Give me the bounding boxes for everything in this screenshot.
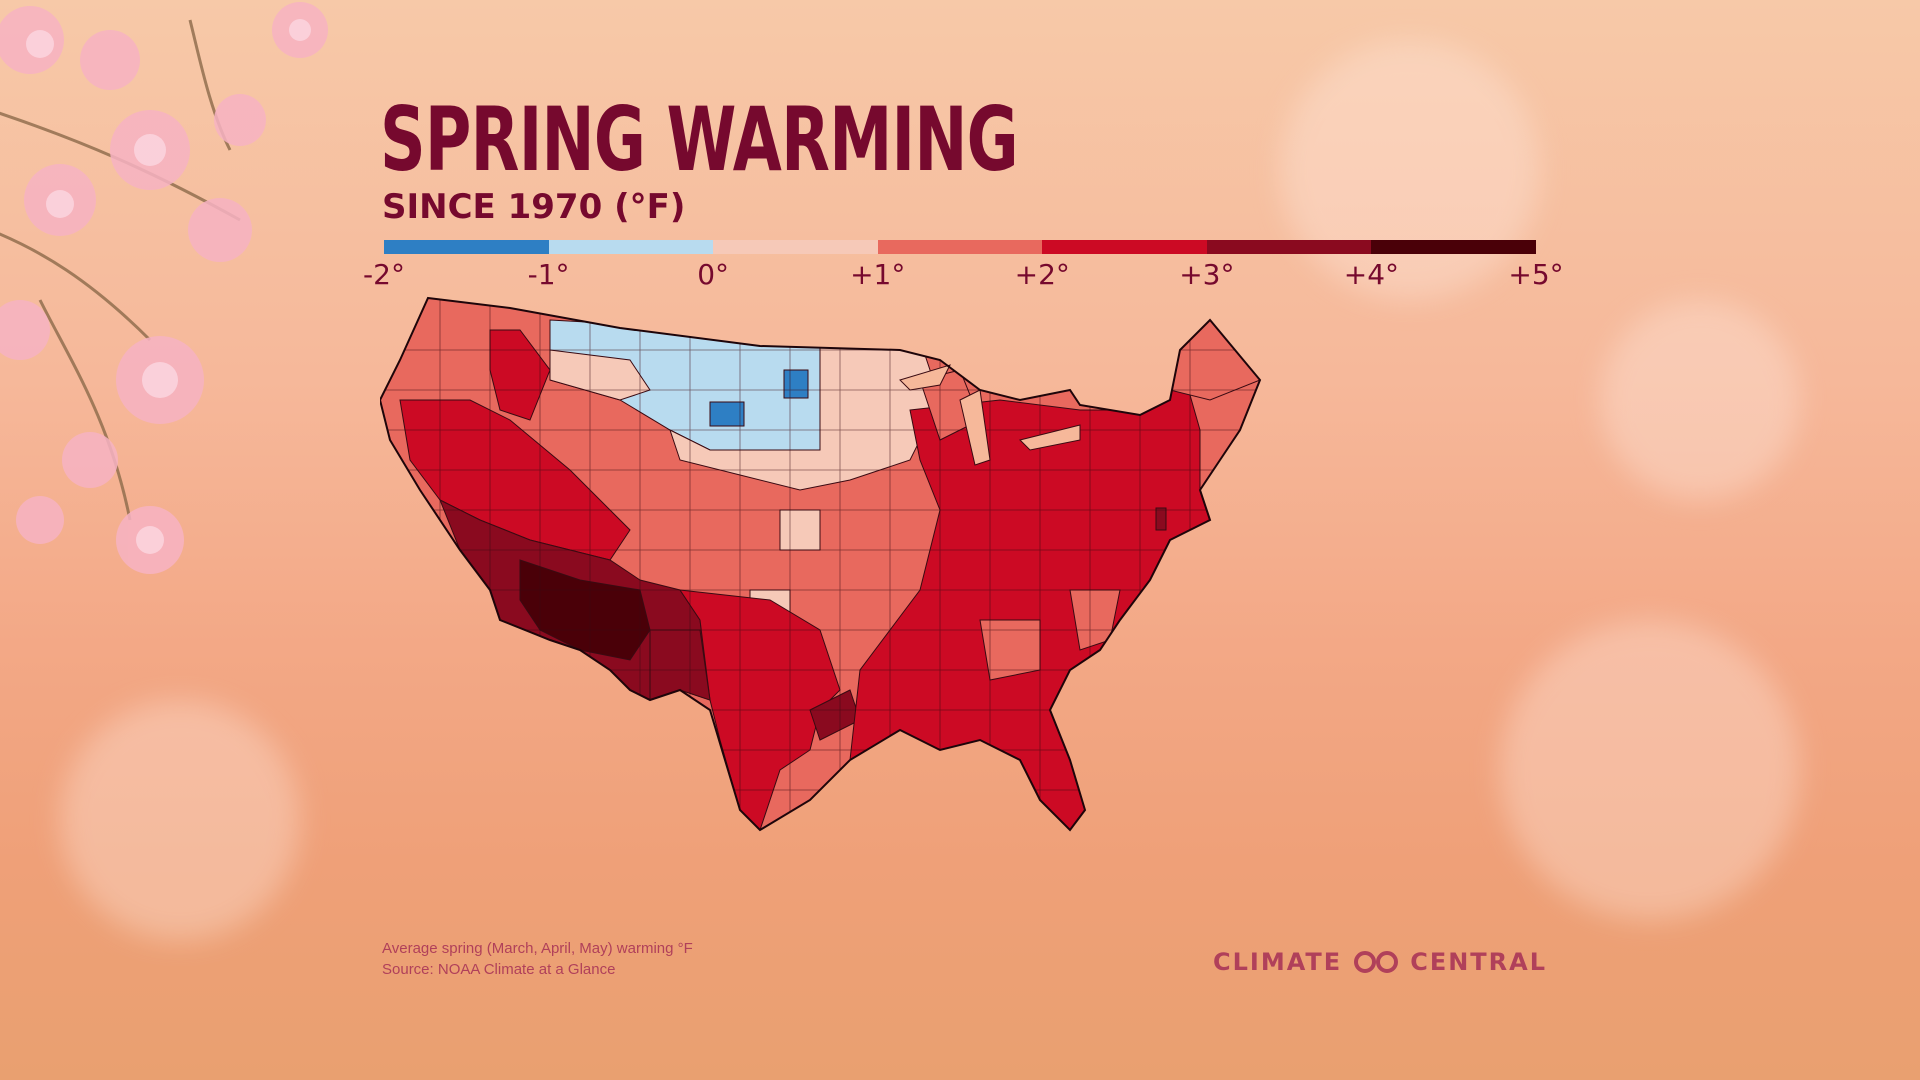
map-region-sd-division	[709, 401, 745, 427]
scale-segment	[1042, 240, 1207, 254]
map-region-nd-division	[783, 369, 809, 399]
background-bokeh	[1500, 620, 1800, 920]
background-bokeh	[60, 700, 300, 940]
infinity-logo-icon	[1354, 951, 1399, 973]
scale-segment	[1206, 240, 1372, 254]
color-scale-bar	[384, 240, 1537, 254]
scale-tick-label: 0°	[697, 258, 730, 291]
cherry-blossom-icon	[0, 2, 328, 574]
map-region-southern-arizona	[519, 559, 651, 661]
scale-segment	[1371, 240, 1537, 254]
scale-segment	[713, 240, 878, 254]
color-scale-ticks: -2° -1° 0° +1° +2° +3° +4° +5°	[363, 258, 1564, 294]
scale-segment	[384, 240, 549, 254]
chart-footnote: Average spring (March, April, May) warmi…	[382, 938, 693, 980]
logo-text-right: CENTRAL	[1410, 948, 1548, 976]
scale-segment	[548, 240, 714, 254]
map-region-georgia	[979, 619, 1041, 681]
scale-tick-label: +5°	[1508, 258, 1564, 291]
logo-text-left: CLIMATE	[1213, 948, 1343, 976]
footnote-description: Average spring (March, April, May) warmi…	[382, 940, 693, 957]
scale-tick-label: -1°	[527, 258, 570, 291]
great-lakes	[899, 364, 1081, 466]
map-region-delaware	[1155, 507, 1167, 531]
map-region-kansas-division	[779, 509, 821, 551]
us-choropleth-map	[380, 296, 1262, 832]
map-region-montana-west	[549, 349, 651, 401]
chart-title: SPRING WARMING	[380, 88, 1019, 191]
us-outline	[380, 296, 1262, 832]
scale-tick-label: +4°	[1343, 258, 1400, 291]
scale-tick-label: +3°	[1179, 258, 1235, 291]
climate-central-logo: CLIMATE CENTRAL	[1213, 948, 1547, 976]
chart-subtitle: SINCE 1970 (°F)	[382, 187, 686, 227]
scale-tick-label: -2°	[363, 258, 405, 291]
scale-segment	[877, 240, 1043, 254]
footnote-source: Source: NOAA Climate at a Glance	[382, 961, 616, 978]
scale-tick-label: +2°	[1014, 258, 1070, 291]
background-bokeh	[1600, 300, 1800, 500]
background-bokeh	[1280, 40, 1540, 300]
scale-tick-label: +1°	[850, 258, 906, 291]
